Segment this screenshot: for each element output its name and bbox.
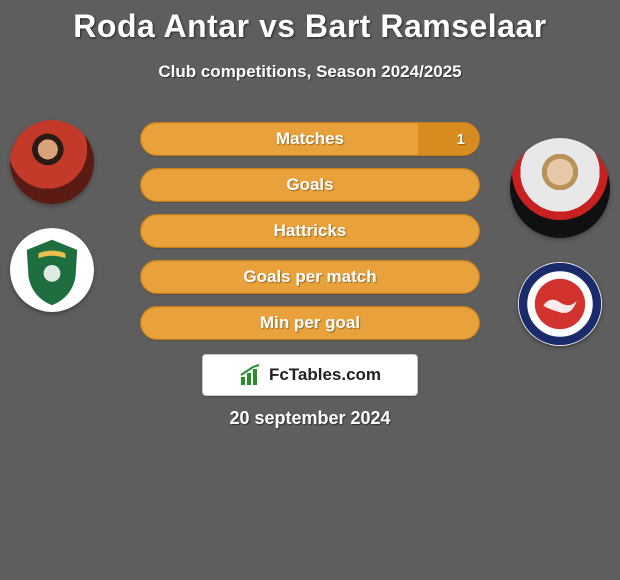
stat-value-right: 1 bbox=[457, 131, 465, 148]
player-right-avatar bbox=[510, 138, 610, 238]
stat-bars: Matches 1 Goals Hattricks Goals per match Min… bbox=[140, 122, 480, 340]
player-left-avatar bbox=[10, 120, 94, 204]
stat-label: Goals per match bbox=[243, 267, 376, 287]
stat-bar: Min per goal bbox=[140, 306, 480, 340]
comparison-card: Roda Antar vs Bart Ramselaar Club compet… bbox=[0, 0, 620, 580]
watermark-text: FcTables.com bbox=[269, 365, 381, 385]
stat-label: Matches bbox=[276, 129, 344, 149]
subtitle: Club competitions, Season 2024/2025 bbox=[0, 62, 620, 82]
club-left-badge bbox=[10, 228, 94, 312]
stat-fill-right bbox=[418, 123, 479, 155]
bars-icon bbox=[239, 363, 263, 387]
stat-bar: Hattricks bbox=[140, 214, 480, 248]
shield-icon bbox=[10, 228, 94, 312]
stat-bar: Matches 1 bbox=[140, 122, 480, 156]
stat-bar: Goals per match bbox=[140, 260, 480, 294]
stat-label: Hattricks bbox=[274, 221, 347, 241]
club-right-badge bbox=[518, 262, 602, 346]
watermark: FcTables.com bbox=[202, 354, 418, 396]
page-title: Roda Antar vs Bart Ramselaar bbox=[0, 8, 620, 45]
stat-label: Goals bbox=[286, 175, 333, 195]
date-label: 20 september 2024 bbox=[0, 408, 620, 429]
stat-label: Min per goal bbox=[260, 313, 360, 333]
crest-icon bbox=[518, 262, 602, 346]
left-column bbox=[10, 120, 94, 312]
right-column bbox=[510, 138, 610, 346]
stat-bar: Goals bbox=[140, 168, 480, 202]
